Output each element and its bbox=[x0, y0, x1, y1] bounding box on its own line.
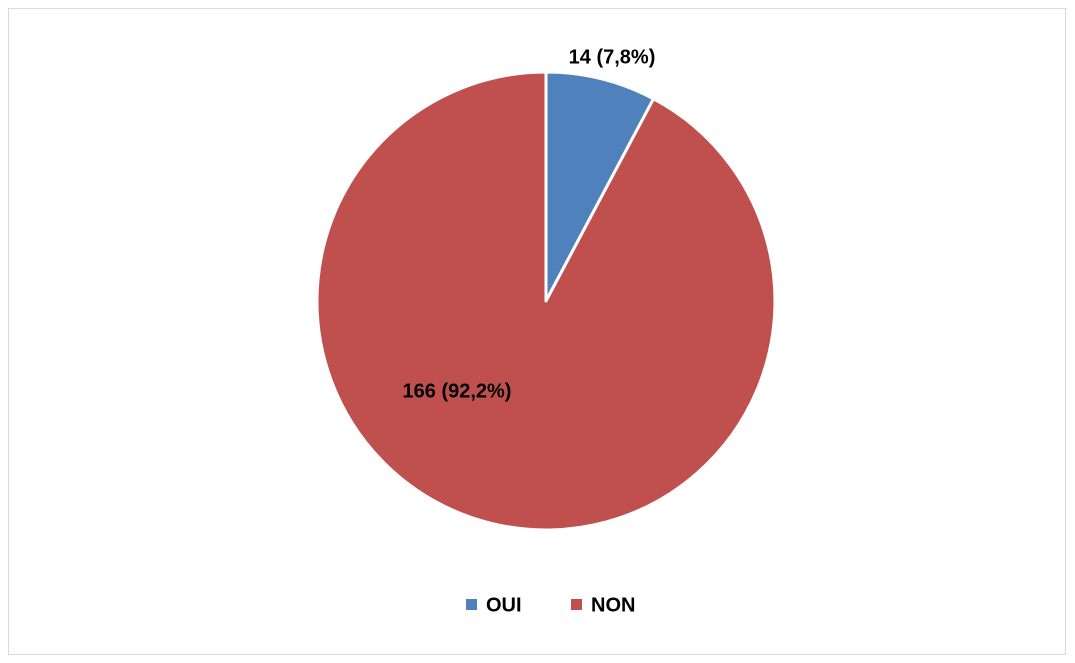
pie-slice bbox=[315, 70, 777, 532]
legend-label: NON bbox=[591, 594, 635, 616]
data-label: 14 (7,8%) bbox=[569, 46, 656, 68]
pie-slice bbox=[544, 70, 656, 303]
legend-swatch bbox=[466, 599, 477, 610]
legend-label: OUI bbox=[486, 594, 522, 616]
data-label: 166 (92,2%) bbox=[403, 380, 512, 402]
legend-swatch bbox=[571, 599, 582, 610]
